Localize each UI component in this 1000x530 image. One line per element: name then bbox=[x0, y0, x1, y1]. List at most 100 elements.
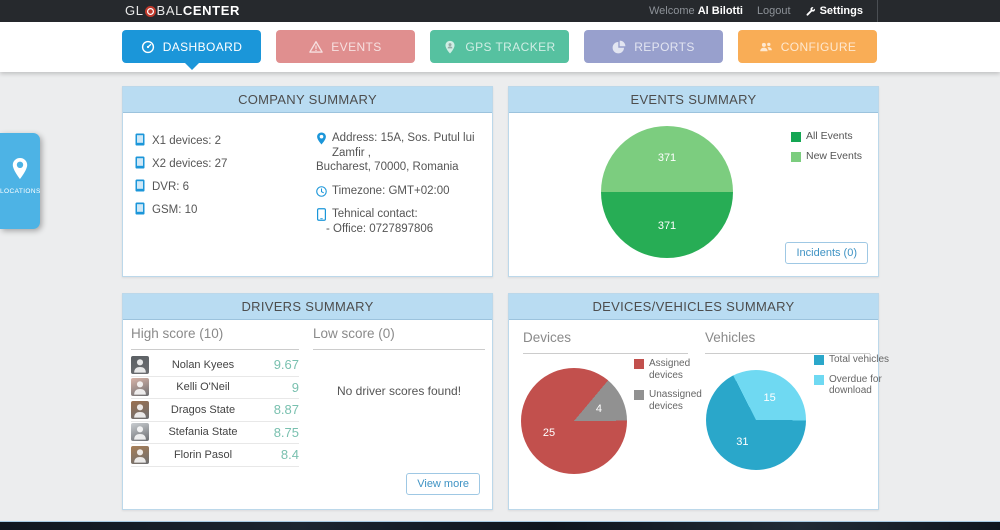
clock-icon bbox=[316, 185, 327, 197]
legend-item: New Events bbox=[791, 150, 862, 163]
driver-avatar bbox=[131, 423, 149, 442]
logo-text-center: CENTER bbox=[182, 3, 240, 18]
device-count-row: GSM: 10 bbox=[135, 202, 227, 218]
devices-vehicles-title: DEVICES/VEHICLES SUMMARY bbox=[509, 294, 878, 320]
tab-label: GPS TRACKER bbox=[465, 39, 556, 54]
pie-slice-value: 371 bbox=[657, 220, 677, 233]
device-count-text: DVR: 6 bbox=[152, 180, 190, 193]
device-count-row: DVR: 6 bbox=[135, 179, 227, 195]
tab-label: DASHBOARD bbox=[162, 39, 243, 54]
legend-label: Overdue for download bbox=[829, 373, 882, 397]
driver-row[interactable]: Kelli O'Neil 9 bbox=[131, 377, 299, 399]
driver-row[interactable]: Nolan Kyees 9.67 bbox=[131, 354, 299, 377]
devices-pie-chart[interactable]: 4 25 bbox=[521, 368, 627, 474]
legend-label: Assigned devices bbox=[649, 358, 691, 381]
nav-tabs: DASHBOARD EVENTS GPS TRACKER REPORTS CONFIGU… bbox=[122, 30, 877, 70]
driver-row[interactable]: Dragos State 8.87 bbox=[131, 399, 299, 422]
legend-item: All Events bbox=[791, 130, 862, 143]
legend-item: Total vehicles bbox=[814, 354, 891, 366]
tab-dashboard[interactable]: DASHBOARD bbox=[122, 30, 261, 70]
tab-label: REPORTS bbox=[634, 39, 695, 54]
devices-subheader: Devices bbox=[523, 330, 688, 354]
driver-avatar bbox=[131, 400, 149, 419]
settings-link[interactable]: Settings bbox=[805, 0, 878, 22]
warning-icon bbox=[309, 40, 324, 54]
user-name: Al Bilotti bbox=[697, 5, 743, 17]
high-score-column: High score (10) Nolan Kyees 9.67 Kelli O'N… bbox=[131, 326, 299, 467]
tab-label: EVENTS bbox=[331, 39, 382, 54]
pie-slice-value: 15 bbox=[763, 391, 776, 404]
driver-avatar bbox=[131, 378, 149, 397]
high-score-header: High score (10) bbox=[131, 326, 299, 350]
driver-score: 8.87 bbox=[273, 402, 299, 418]
driver-score: 9.67 bbox=[273, 357, 299, 373]
device-icon bbox=[135, 179, 145, 195]
legend-item: Unassigned devices bbox=[634, 389, 711, 412]
device-icon bbox=[135, 156, 145, 172]
pie-icon bbox=[612, 40, 626, 54]
topbar: GL BALCENTER Welcome Al Bilotti Logout Se… bbox=[0, 0, 1000, 22]
tab-events[interactable]: EVENTS bbox=[276, 30, 415, 63]
driver-row[interactable]: Florin Pasol 8.4 bbox=[131, 444, 299, 467]
logout-link[interactable]: Logout bbox=[756, 5, 791, 17]
driver-row[interactable]: Stefania State 8.75 bbox=[131, 422, 299, 444]
company-contact-info: Address: 15A, Sos. Putul lui Zamfir , Bu… bbox=[316, 131, 488, 245]
low-score-column: Low score (0) No driver scores found! bbox=[313, 326, 485, 398]
vehicles-legend: Total vehicles Overdue for download bbox=[814, 354, 891, 405]
devices-vehicles-panel: DEVICES/VEHICLES SUMMARY Devices Vehicle… bbox=[508, 293, 889, 510]
driver-name: Kelli O'Neil bbox=[176, 381, 230, 394]
pie-slice-value: 4 bbox=[595, 403, 602, 416]
address-pin-icon bbox=[317, 132, 326, 145]
tab-gps-tracker[interactable]: GPS TRACKER bbox=[430, 30, 569, 63]
logo-text-gl: GL bbox=[125, 3, 144, 18]
view-more-button[interactable]: View more bbox=[406, 473, 480, 495]
topbar-right: Welcome Al Bilotti Logout Settings bbox=[649, 0, 878, 22]
company-summary-panel: COMPANY SUMMARY X1 devices: 2 X2 devices:… bbox=[122, 86, 493, 277]
gauge-icon bbox=[141, 40, 155, 54]
device-icon bbox=[135, 202, 145, 218]
driver-avatar bbox=[131, 355, 149, 374]
legend-label: Unassigned devices bbox=[649, 389, 702, 412]
locations-side-tab[interactable]: LOCATIONS bbox=[0, 133, 40, 229]
pie-slice-value: 25 bbox=[542, 426, 556, 439]
driver-score: 8.4 bbox=[280, 447, 299, 463]
legend-swatch bbox=[634, 390, 644, 400]
welcome-text: Welcome Al Bilotti bbox=[649, 5, 743, 17]
company-timezone: Timezone: GMT+02:00 bbox=[316, 184, 488, 199]
events-summary-title: EVENTS SUMMARY bbox=[509, 87, 878, 113]
events-summary-panel: EVENTS SUMMARY 371 371 All Events New Even… bbox=[508, 86, 879, 277]
device-count-row: X1 devices: 2 bbox=[135, 133, 227, 149]
legend-item: Overdue for download bbox=[814, 374, 891, 397]
driver-name: Dragos State bbox=[170, 403, 236, 416]
nav-band: DASHBOARD EVENTS GPS TRACKER REPORTS CONFIGU… bbox=[0, 22, 1000, 72]
company-address: Address: 15A, Sos. Putul lui Zamfir , Bu… bbox=[316, 132, 475, 173]
devices-legend: Assigned devices Unassigned devices bbox=[634, 358, 711, 420]
driver-name: Nolan Kyees bbox=[171, 358, 235, 371]
low-score-header: Low score (0) bbox=[313, 326, 485, 350]
mobile-phone-icon bbox=[316, 208, 327, 221]
tab-reports[interactable]: REPORTS bbox=[584, 30, 723, 63]
pie-slice-value: 371 bbox=[657, 151, 677, 164]
legend-swatch bbox=[814, 374, 824, 385]
wrench-icon bbox=[806, 6, 815, 16]
legend-label: Total vehicles bbox=[829, 354, 890, 365]
device-count-text: X2 devices: 27 bbox=[152, 157, 228, 170]
vehicles-pie-chart[interactable]: 15 31 bbox=[706, 370, 806, 470]
footer-skyline-strip bbox=[0, 521, 1000, 530]
device-icon bbox=[135, 133, 145, 149]
legend-swatch bbox=[791, 132, 801, 142]
tab-configure[interactable]: CONFIGURE bbox=[738, 30, 877, 63]
no-scores-message: No driver scores found! bbox=[336, 384, 462, 398]
incidents-button[interactable]: Incidents (0) bbox=[785, 242, 868, 264]
device-count-text: X1 devices: 2 bbox=[152, 134, 222, 147]
events-pie-chart[interactable]: 371 371 bbox=[601, 126, 733, 258]
driver-score: 8.75 bbox=[273, 424, 299, 440]
locations-label: LOCATIONS bbox=[0, 188, 41, 195]
person-pin-icon bbox=[443, 40, 457, 54]
vehicles-subheader: Vehicles bbox=[705, 330, 870, 354]
legend-swatch bbox=[634, 359, 644, 369]
high-score-list: Nolan Kyees 9.67 Kelli O'Neil 9 Dragos State… bbox=[131, 354, 299, 467]
driver-score: 9 bbox=[291, 379, 299, 395]
drivers-summary-title: DRIVERS SUMMARY bbox=[123, 294, 492, 320]
